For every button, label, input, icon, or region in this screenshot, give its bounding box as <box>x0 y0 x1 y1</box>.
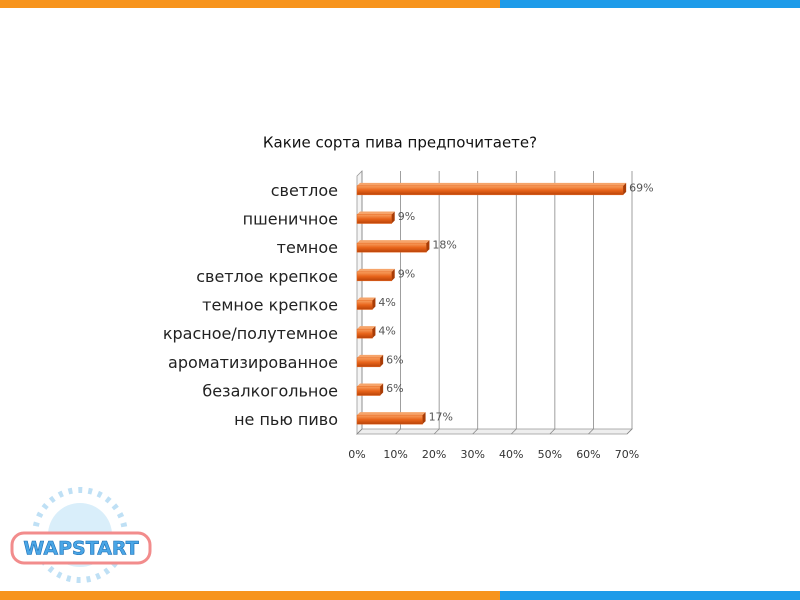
bar-side <box>623 182 627 195</box>
x-tick-label: 10% <box>383 448 407 461</box>
bar-top <box>357 383 384 387</box>
grid-line <box>433 171 440 435</box>
top-bar-blue <box>500 0 800 8</box>
logo-badge <box>10 531 152 565</box>
bar <box>356 357 381 368</box>
bottom-bar-blue <box>500 591 800 600</box>
bar <box>356 185 624 196</box>
y-tick-label: темное <box>277 238 338 257</box>
value-label: 4% <box>378 325 395 338</box>
bar-top <box>357 211 395 215</box>
value-label: 6% <box>386 382 403 395</box>
bar-side <box>426 240 430 253</box>
bar-side <box>422 412 426 425</box>
value-label: 6% <box>386 353 403 366</box>
bar <box>356 214 392 224</box>
bar-top <box>357 297 376 301</box>
grid-line <box>356 171 363 435</box>
logo-text: WAPSTART <box>23 538 138 560</box>
logo: WAPSTART <box>10 487 152 583</box>
value-label: 17% <box>429 411 453 424</box>
bar <box>356 271 392 282</box>
bar <box>356 328 373 339</box>
grid-line <box>588 171 594 435</box>
x-tick-label: 40% <box>499 448 523 461</box>
y-tick-label: красное/полутемное <box>163 324 338 343</box>
bar <box>356 414 423 425</box>
chart-title: Какие сорта пива предпочитаете? <box>263 134 537 152</box>
y-tick-label: не пью пиво <box>234 410 338 429</box>
grid-line <box>395 171 401 435</box>
grid-line <box>472 171 479 435</box>
bottom-bar-orange <box>0 591 500 600</box>
y-tick-label: ароматизированное <box>168 353 338 372</box>
bar-top <box>357 268 395 272</box>
bar <box>356 300 373 310</box>
bar-side <box>372 326 376 339</box>
grid-line <box>549 171 556 435</box>
grid-line <box>511 171 517 435</box>
value-label: 18% <box>432 239 456 252</box>
value-label: 69% <box>629 181 653 194</box>
y-tick-label: безалкогольное <box>202 382 338 401</box>
bar-side <box>391 268 395 281</box>
value-label: 4% <box>378 296 395 309</box>
bar-side <box>391 211 395 224</box>
bar-side <box>372 297 376 310</box>
y-tick-label: светлое <box>271 181 338 200</box>
x-tick-label: 0% <box>348 448 365 461</box>
bar-top <box>357 412 426 416</box>
bar <box>356 242 427 253</box>
plot: 0% 10% 20% 30% 40% 50% 60% 70% светлое 69% пшеничн… <box>163 170 654 461</box>
y-tick-label: темное крепкое <box>202 296 338 315</box>
x-tick-label: 20% <box>422 448 446 461</box>
value-label: 9% <box>398 210 415 223</box>
y-tick-label: светлое крепкое <box>196 267 338 286</box>
x-tick-label: 30% <box>460 448 484 461</box>
top-bar-orange <box>0 0 500 8</box>
bar-top <box>357 240 430 244</box>
x-tick-label: 70% <box>615 448 639 461</box>
x-tick-label: 60% <box>576 448 600 461</box>
bar-top <box>357 326 376 330</box>
bar-side <box>380 383 384 396</box>
x-tick-label: 50% <box>538 448 562 461</box>
bar-side <box>380 354 384 367</box>
bar-top <box>357 354 384 358</box>
grid-line <box>626 171 633 435</box>
bar <box>356 386 381 396</box>
bar-top <box>357 182 627 186</box>
value-label: 9% <box>398 267 415 280</box>
y-tick-label: пшеничное <box>243 210 338 229</box>
